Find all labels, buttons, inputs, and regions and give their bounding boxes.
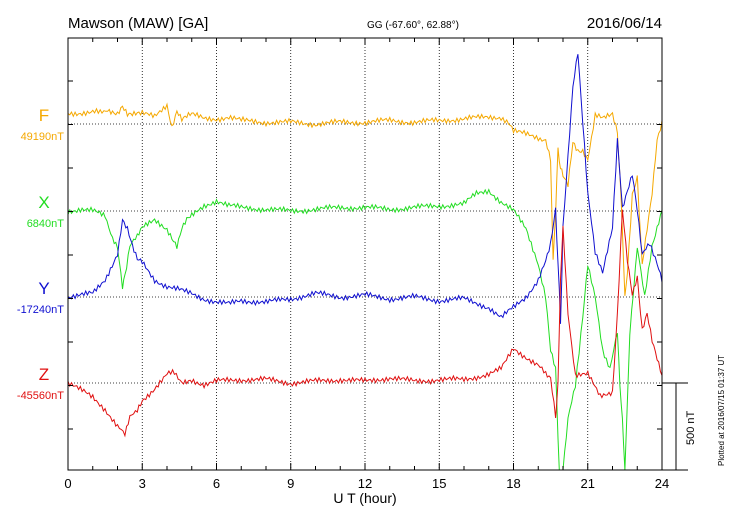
- x-tick-label: 6: [213, 476, 220, 491]
- x-tick-label: 0: [64, 476, 71, 491]
- scale-bar: 500 nT: [662, 382, 697, 471]
- series-name-z: Z: [39, 365, 49, 384]
- grid-lines: [68, 38, 662, 470]
- series-name-x: X: [38, 193, 49, 212]
- axis-ticks: 0 3 6 9 12 15 18 21 24: [64, 38, 669, 491]
- station-title: Mawson (MAW) [GA]: [68, 15, 208, 32]
- x-axis-title: U T (hour): [333, 490, 396, 506]
- series-labels: F 49190nT X 6840nT Y -17240nT Z -45560nT: [17, 106, 64, 402]
- series-line-f: [67, 102, 663, 296]
- x-tick-label: 21: [581, 476, 595, 491]
- x-tick-label: 12: [358, 476, 372, 491]
- plotted-timestamp: Plotted at 2016/07/15 01:37 UT: [717, 355, 726, 466]
- date-label: 2016/06/14: [587, 15, 662, 32]
- x-tick-label: 15: [432, 476, 446, 491]
- x-tick-label: 9: [287, 476, 294, 491]
- x-tick-label: 18: [506, 476, 520, 491]
- series-line-y: [67, 54, 663, 324]
- station-coordinates: GG (-67.60°, 62.88°): [367, 20, 459, 31]
- scale-bar-label: 500 nT: [685, 410, 697, 445]
- baseline-label-x: 6840nT: [27, 218, 65, 230]
- baseline-label-z: -45560nT: [17, 390, 64, 402]
- series-line-z: [67, 209, 663, 438]
- baseline-label-f: 49190nT: [21, 131, 65, 143]
- baseline-label-y: -17240nT: [17, 304, 64, 316]
- x-tick-label: 24: [655, 476, 669, 491]
- x-tick-label: 3: [139, 476, 146, 491]
- series-name-y: Y: [38, 279, 49, 298]
- series-name-f: F: [39, 106, 49, 125]
